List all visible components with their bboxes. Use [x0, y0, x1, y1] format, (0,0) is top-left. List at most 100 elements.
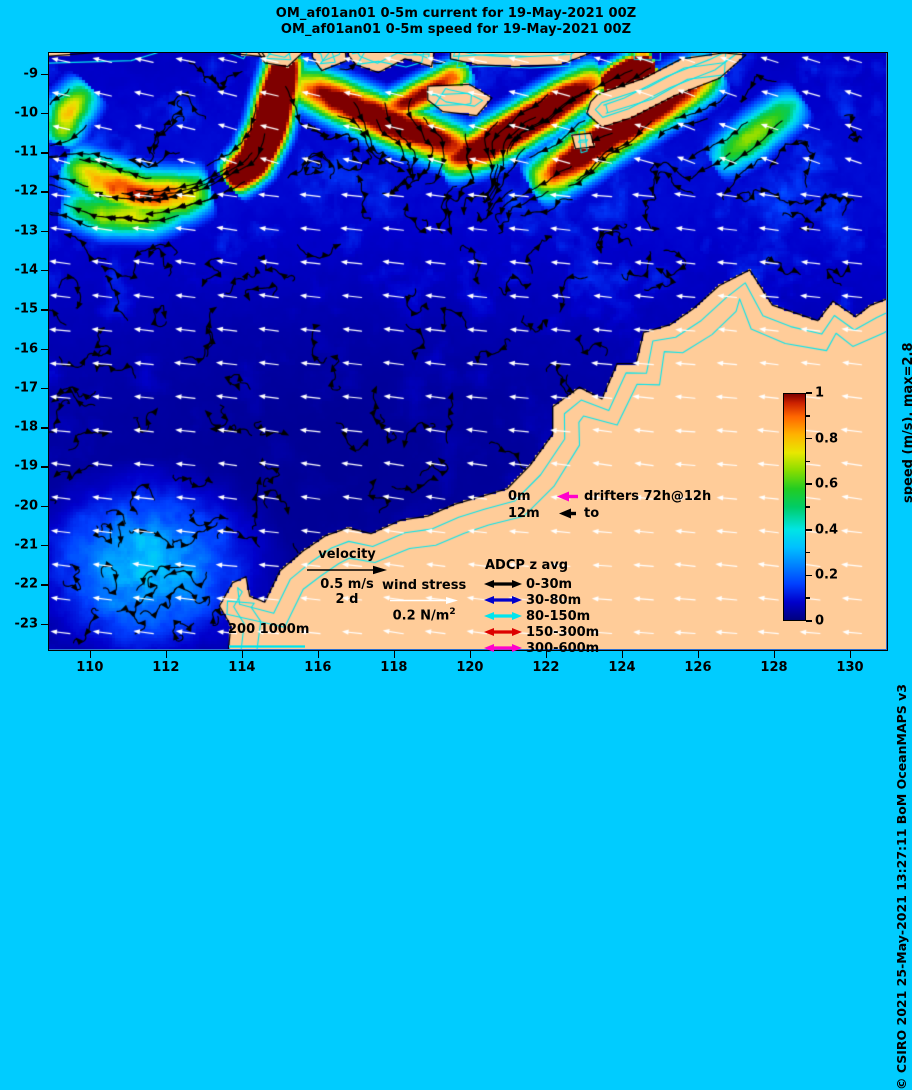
bathymetry-key-line-icon: [228, 638, 309, 653]
x-tick-label-118: 118: [380, 660, 408, 675]
y-tick-mark: [41, 427, 48, 429]
colorbar-minor-tick: [806, 551, 810, 554]
adcp-legend-item: 300-600m: [480, 640, 599, 656]
y-tick-label--14: -14: [14, 262, 39, 278]
x-tick-mark: [469, 651, 472, 658]
x-tick-mark: [89, 651, 92, 658]
title-line-2: OM_af01an01 0-5m speed for 19-May-2021 0…: [280, 22, 632, 37]
x-tick-mark: [697, 651, 700, 658]
adcp-arrow-icon: [480, 594, 526, 606]
y-tick-mark: [41, 348, 48, 351]
drifter-legend: 0m drifters 72h@12h 12m to: [508, 488, 711, 522]
drifter-depth-12m: 12m: [508, 506, 540, 521]
x-tick-label-124: 124: [608, 660, 636, 675]
adcp-legend-label: 150-300m: [526, 624, 600, 640]
colorbar-tick-mark: [806, 483, 812, 485]
x-tick-label-120: 120: [456, 660, 484, 675]
y-tick-mark: [41, 269, 48, 272]
wind-key-magnitude-text: 0.2 N/m: [392, 608, 450, 624]
x-tick-label-112: 112: [152, 660, 180, 675]
drifter-row-12m: 12m to: [508, 505, 711, 522]
drifter-arrow-12m-icon: [550, 507, 584, 520]
current-overlay-canvas: [49, 53, 886, 649]
y-tick-mark: [41, 112, 48, 115]
x-tick-mark: [545, 651, 548, 658]
y-tick-mark: [41, 152, 48, 154]
x-tick-label-114: 114: [228, 660, 256, 675]
x-tick-mark: [621, 651, 624, 658]
x-tick-label-128: 128: [760, 660, 788, 675]
map-plot-area[interactable]: [48, 52, 888, 651]
colorbar-tick-label: 0.8: [815, 431, 839, 447]
colorbar-tick-mark: [806, 574, 812, 577]
y-tick-label--23: -23: [14, 616, 39, 631]
x-tick-mark: [393, 651, 396, 658]
x-tick-mark: [849, 651, 852, 658]
colorbar-gradient: [783, 393, 806, 621]
drifter-arrow-0m-icon: [550, 490, 584, 503]
bathymetry-key: 200 1000m: [228, 622, 309, 653]
y-tick-label--20: -20: [14, 498, 39, 514]
x-tick-mark: [317, 651, 320, 658]
y-tick-mark: [41, 230, 48, 233]
y-tick-label--17: -17: [14, 380, 39, 396]
title-line-1: OM_af01an01 0-5m current for 19-May-2021…: [275, 6, 637, 21]
x-tick-label-122: 122: [532, 660, 560, 675]
y-tick-label--10: -10: [14, 105, 39, 121]
colorbar-minor-tick: [806, 506, 810, 508]
adcp-legend-label: 30-80m: [526, 592, 582, 608]
velocity-key-header: velocity: [318, 547, 376, 562]
colorbar-tick-label: 0.2: [815, 567, 839, 583]
colorbar-minor-tick: [806, 597, 810, 599]
figure-title: OM_af01an01 0-5m current for 19-May-2021…: [0, 6, 912, 38]
credit-text-container: © CSIRO 2021 25-May-2021 13:27:11 BoM Oc…: [890, 0, 910, 1090]
x-tick-mark: [241, 651, 244, 658]
colorbar-tick-mark: [806, 437, 812, 440]
adcp-legend-label: 0-30m: [526, 576, 573, 592]
x-tick-label-110: 110: [76, 660, 104, 675]
drifter-row-0m: 0m drifters 72h@12h: [508, 488, 711, 505]
bathymetry-key-labels: 200 1000m: [228, 622, 310, 637]
y-tick-label--19: -19: [14, 458, 39, 474]
y-tick-label--9: -9: [23, 66, 38, 82]
adcp-arrow-icon: [480, 610, 526, 622]
y-tick-mark: [41, 584, 48, 586]
colorbar-minor-tick: [806, 460, 810, 463]
y-tick-label--13: -13: [14, 223, 39, 239]
y-tick-label--15: -15: [14, 301, 39, 317]
colorbar-tick-mark: [806, 620, 812, 622]
velocity-key-arrow-icon: [305, 564, 389, 576]
y-tick-label--12: -12: [14, 183, 39, 199]
y-tick-mark: [41, 505, 48, 508]
wind-key-magnitude-exponent: 2: [449, 607, 456, 617]
colorbar-tick-label: 0.6: [815, 476, 839, 492]
adcp-legend-item: 0-30m: [480, 576, 599, 592]
adcp-legend-item: 80-150m: [480, 608, 599, 624]
wind-key-header: wind stress: [382, 578, 467, 593]
colorbar-tick-label: 0: [815, 613, 825, 629]
y-tick-mark: [41, 309, 48, 311]
y-tick-label--18: -18: [14, 419, 39, 435]
adcp-legend: ADCP z avg 0-30m 30-80m 80-150m 150-300m 300…: [480, 558, 599, 656]
colorbar-tick-mark: [806, 392, 812, 394]
wind-stress-key: wind stress 0.2 N/m2: [382, 578, 466, 623]
x-tick-label-126: 126: [684, 660, 712, 675]
colorbar[interactable]: 0 0.2 0.4 0.6 0.8 1 speed (m/s), max=2.8: [783, 342, 912, 629]
x-tick-label-116: 116: [304, 660, 332, 675]
y-tick-mark: [41, 73, 48, 76]
velocity-key-magnitude: 0.5 m/s: [320, 577, 374, 592]
y-tick-mark: [41, 191, 48, 193]
drifter-caption-1: drifters 72h@12h: [584, 489, 712, 504]
adcp-arrow-icon: [480, 642, 526, 654]
y-tick-label--16: -16: [14, 341, 39, 357]
velocity-key-duration: 2 d: [335, 592, 359, 607]
colorbar-tick-label: 1: [815, 385, 825, 401]
adcp-arrow-icon: [480, 578, 526, 590]
adcp-legend-item: 30-80m: [480, 592, 599, 608]
drifter-depth-0m: 0m: [508, 489, 531, 504]
adcp-arrow-icon: [480, 626, 526, 638]
adcp-legend-rows: 0-30m 30-80m 80-150m 150-300m 300-600m: [480, 576, 599, 656]
colorbar-tick-label: 0.4: [815, 522, 839, 538]
colorbar-minor-tick: [806, 415, 810, 417]
